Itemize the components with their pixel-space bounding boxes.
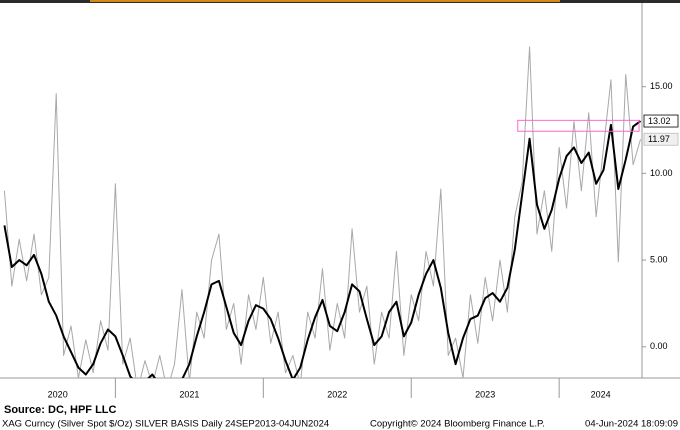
footer-copyright: Copyright© 2024 Bloomberg Finance L.P.: [370, 419, 545, 430]
x-tick-label: 2020: [48, 389, 68, 399]
data-line: [3, 46, 642, 378]
plot-area: [3, 46, 642, 378]
highlight-box: [517, 119, 640, 132]
toolbar-accent: [90, 0, 560, 2]
x-tick-label: 2021: [179, 389, 199, 399]
y-tick-label: 10.00: [650, 168, 673, 178]
y-tick-label: 15.00: [650, 81, 673, 91]
end-label-box: [643, 132, 679, 146]
end-label-box: [643, 114, 679, 128]
y-tick-label: 0.00: [650, 341, 668, 351]
x-tick-label: 2024: [591, 389, 611, 399]
end-label: 11.97: [648, 134, 670, 144]
data-line: [3, 120, 642, 378]
x-tick-label: 2022: [327, 389, 347, 399]
footer-description: XAG Curncy (Silver Spot $/Oz) SILVER BAS…: [2, 419, 329, 430]
footer-timestamp: 04-Jun-2024 18:09:09: [585, 419, 678, 430]
x-tick-label: 2023: [475, 389, 495, 399]
y-tick-label: 5.00: [650, 254, 668, 264]
source: Source: DC, HPF LLC: [4, 404, 117, 416]
end-label: 13.02: [648, 116, 671, 126]
